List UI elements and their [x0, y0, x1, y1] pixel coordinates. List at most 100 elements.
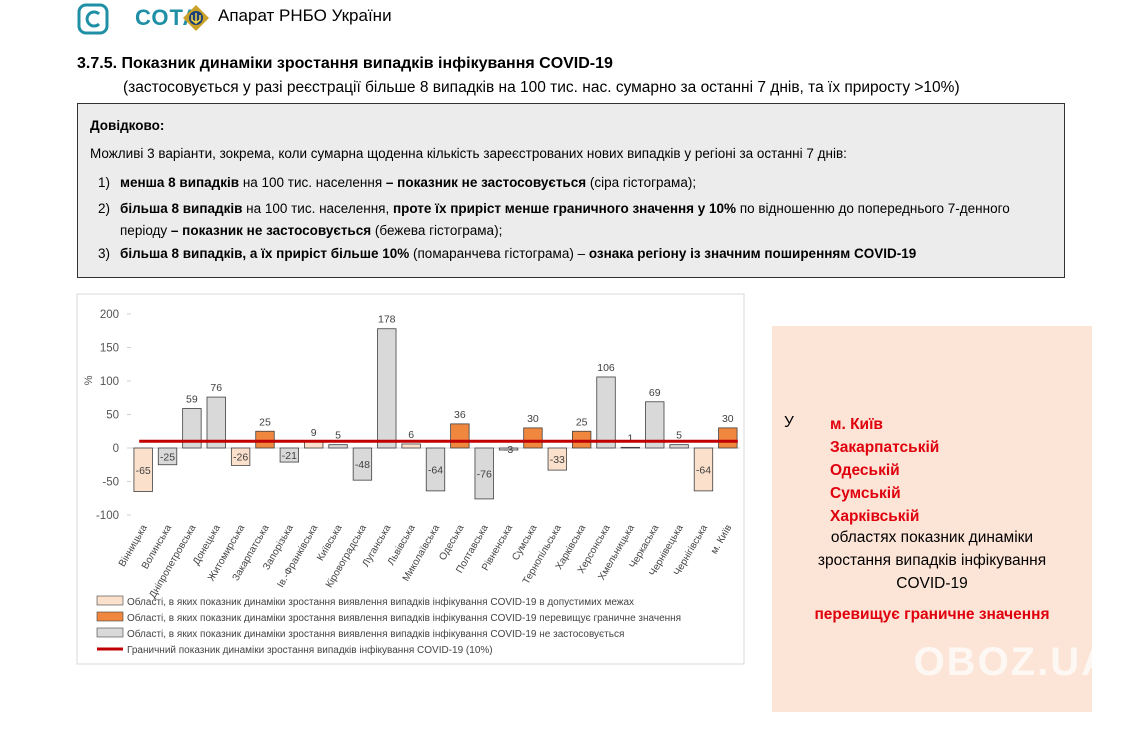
bar [182, 408, 202, 449]
chart: -100-50050100150200%ВінницькаВолинськаДн… [76, 293, 745, 665]
legend-label: Області, в яких показник динаміки зроста… [127, 628, 624, 640]
y-tick-label: 50 [106, 410, 119, 422]
bar [328, 444, 348, 449]
legend-label: Області, в яких показник динаміки зроста… [127, 612, 681, 624]
panel-region: Харківській [830, 508, 920, 525]
data-label: 1 [627, 432, 633, 444]
data-label: 5 [335, 430, 341, 442]
item-text: більша 8 випадків на 100 тис. населення,… [120, 198, 1025, 242]
panel-conclusion: перевищує граничне значення [814, 606, 1050, 623]
info-item: 2) більша 8 випадків на 100 тис. населенн… [98, 198, 1028, 238]
item-marker: 3) [98, 246, 111, 261]
legend-swatch [96, 611, 124, 622]
bar [718, 427, 738, 449]
bar [133, 447, 153, 492]
data-label: -76 [477, 468, 492, 480]
panel-region: Закарпатській [830, 439, 940, 456]
bar [206, 396, 226, 449]
data-label: -25 [160, 451, 175, 463]
legend-swatch [96, 595, 124, 606]
bar [645, 401, 665, 449]
legend-label: Області, в яких показник динаміки зроста… [127, 596, 634, 608]
item-segment: більша 8 випадків, а їх приріст більше 1… [120, 246, 410, 261]
bar [620, 446, 641, 449]
watermark: OBOZ.UA [913, 640, 1112, 684]
bar [304, 441, 324, 449]
brand-logo [77, 3, 109, 35]
chart-frame [76, 293, 745, 665]
item-marker: 2) [98, 201, 111, 216]
bar [255, 430, 275, 449]
info-box: Довідково: Можливі 3 варіанти, зокрема, … [77, 103, 1065, 278]
data-label: -64 [428, 464, 443, 476]
data-label: -64 [696, 464, 711, 476]
data-label: -65 [136, 465, 151, 477]
section-subtitle: (застосовується у разі реєстрації більше… [123, 79, 960, 96]
item-segment: менша 8 випадків [120, 175, 240, 190]
y-axis-label: % [83, 375, 95, 385]
legend-label: Граничний показник динаміки зростання ви… [127, 644, 493, 656]
y-tick-label: 150 [100, 343, 119, 355]
item-segment: – показник не застосовується [170, 223, 372, 238]
item-segment: по відношенню до попереднього 7-денного … [120, 201, 1010, 238]
y-tick-label: 100 [100, 376, 119, 388]
bar [523, 427, 543, 449]
data-label: 59 [186, 393, 198, 405]
info-item: 3) більша 8 випадків, а їх приріст більше… [98, 243, 1028, 265]
org-name: Апарат РНБО України [218, 6, 392, 25]
data-label: -33 [550, 454, 565, 466]
item-segment: (помаранчева гістограма) – [409, 246, 589, 261]
item-text: менша 8 випадків на 100 тис. населення –… [120, 172, 1025, 194]
item-segment: на 100 тис. населення, [242, 201, 393, 216]
item-segment: проте їх приріст менше граничного значен… [392, 201, 737, 216]
bar [474, 447, 494, 500]
bar [425, 447, 446, 492]
bar [157, 447, 178, 466]
emblem [183, 5, 209, 31]
bar [669, 444, 689, 449]
info-item: 1) менша 8 випадків на 100 тис. населення… [98, 172, 1028, 194]
data-label: -21 [282, 450, 297, 462]
data-label: -48 [355, 459, 370, 471]
bar [377, 328, 397, 449]
data-label: 30 [527, 413, 539, 425]
item-segment: більша 8 випадків [120, 201, 243, 216]
panel-line: COVID-19 [896, 575, 968, 592]
item-segment: ознака регіону із значним поширенням COV… [588, 246, 917, 261]
section-title: 3.7.5. Показник динаміки зростання випад… [77, 55, 613, 72]
bar [498, 447, 519, 451]
item-segment: (бежева гістограма); [371, 223, 503, 238]
panel-line: областях показник динаміки [830, 529, 1034, 546]
data-label: 6 [408, 429, 414, 441]
bar [279, 447, 299, 463]
item-segment: на 100 тис. населення [239, 175, 386, 190]
panel-line: зростання випадків інфікування [817, 552, 1047, 569]
y-tick-label: -100 [96, 510, 119, 522]
y-tick-label: -50 [102, 477, 119, 489]
data-label: 36 [454, 409, 466, 421]
data-label: 30 [722, 413, 734, 425]
info-intro: Можливі 3 варіанти, зокрема, коли сумарн… [90, 146, 847, 161]
data-label: 5 [676, 430, 682, 442]
data-label: 9 [311, 427, 317, 439]
item-segment: (сіра гістограма); [586, 175, 697, 190]
bar [401, 443, 421, 449]
data-label: 25 [259, 416, 271, 428]
y-tick-label: 0 [113, 443, 119, 455]
data-label: 25 [576, 416, 588, 428]
bar [693, 447, 714, 492]
bar [547, 447, 567, 471]
info-heading: Довідково: [90, 118, 165, 133]
item-segment: – показник не застосовується [385, 175, 587, 190]
bar [230, 447, 251, 466]
data-label: 106 [597, 362, 615, 374]
data-label: 76 [210, 382, 222, 394]
legend-swatch [96, 627, 124, 638]
item-marker: 1) [98, 175, 111, 190]
bar [572, 430, 592, 449]
item-text: більша 8 випадків, а їх приріст більше 1… [120, 243, 1025, 265]
data-label: -26 [233, 452, 248, 464]
bar [450, 423, 470, 449]
